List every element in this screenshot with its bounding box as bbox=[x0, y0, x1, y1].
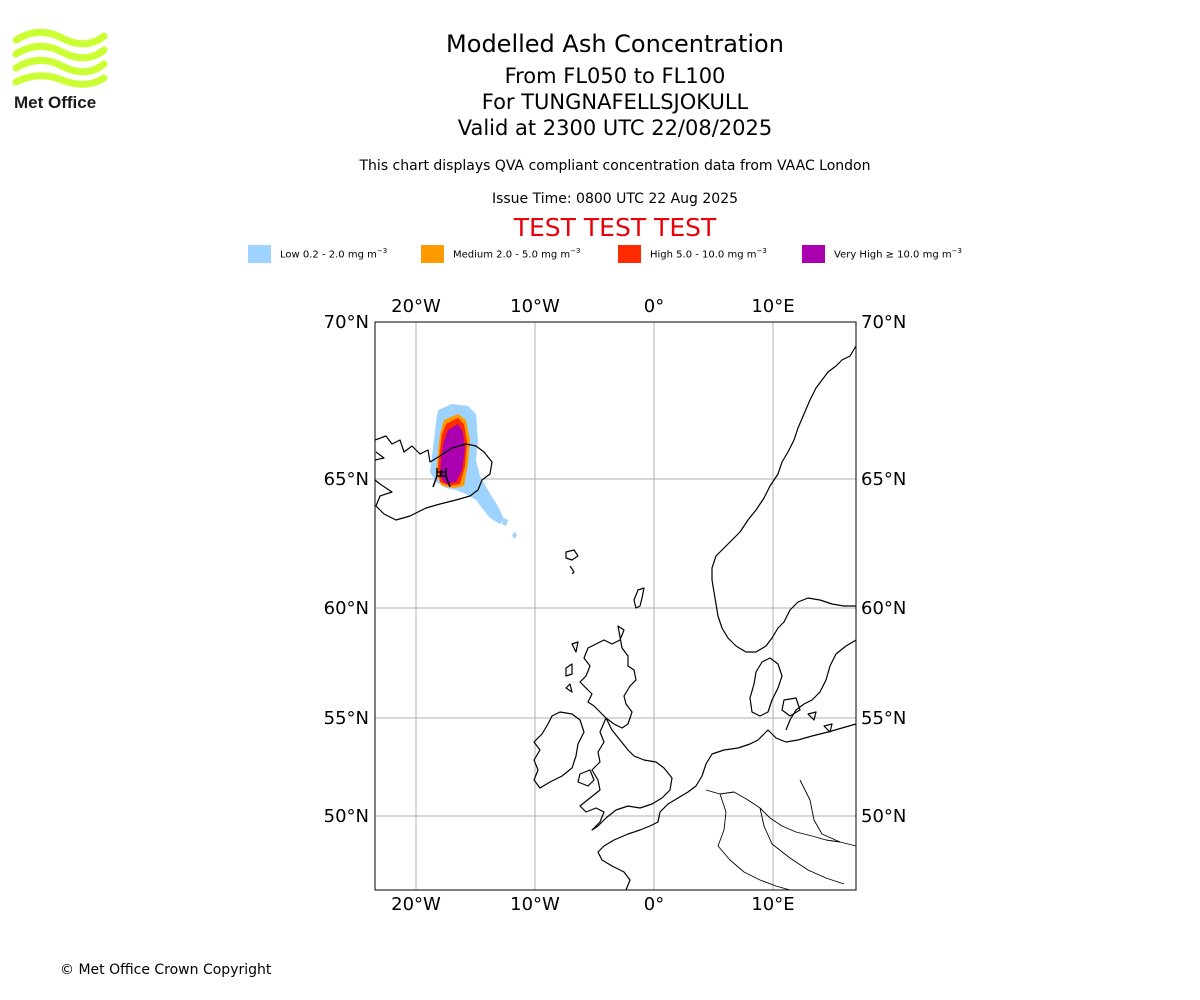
legend-item-medium: Medium 2.0 - 5.0 mg m−3 bbox=[421, 244, 580, 264]
legend-swatch-medium bbox=[421, 245, 444, 263]
lat-label: 70°N bbox=[324, 312, 369, 333]
gridlines bbox=[375, 322, 856, 890]
flight-level-subtitle: From FL050 to FL100 bbox=[504, 64, 726, 88]
coast-ireland bbox=[533, 711, 585, 789]
lat-label: 60°N bbox=[861, 598, 906, 619]
lat-label: 65°N bbox=[861, 469, 906, 490]
lat-labels-right: 70°N 65°N 60°N 55°N 50°N bbox=[861, 312, 906, 827]
lat-label: 70°N bbox=[861, 312, 906, 333]
lat-label: 60°N bbox=[324, 598, 369, 619]
coast-shetland bbox=[633, 587, 645, 609]
coast-scotland bbox=[579, 625, 637, 729]
met-office-logo: Met Office bbox=[12, 28, 108, 112]
legend-label-high: High 5.0 - 10.0 mg m−3 bbox=[650, 247, 767, 261]
coast-continent bbox=[597, 723, 857, 891]
volcano-subtitle: For TUNGNAFELLSJOKULL bbox=[481, 90, 749, 114]
issue-time: Issue Time: 0800 UTC 22 Aug 2025 bbox=[491, 191, 739, 207]
valid-time-subtitle: Valid at 2300 UTC 22/08/2025 bbox=[457, 116, 773, 140]
lon-label: 10°W bbox=[510, 296, 560, 317]
copyright: © Met Office Crown Copyright bbox=[60, 962, 272, 978]
legend-swatch-low bbox=[248, 245, 271, 263]
coast-sweden bbox=[785, 639, 857, 731]
test-banner: TEST TEST TEST bbox=[513, 213, 717, 242]
volcano-icon bbox=[432, 468, 451, 488]
ash-low-island-1 bbox=[502, 518, 508, 526]
legend-label-very-high: Very High ≥ 10.0 mg m−3 bbox=[834, 247, 962, 261]
lon-label: 10°E bbox=[751, 894, 794, 915]
coast-faroe bbox=[565, 549, 579, 575]
coastlines bbox=[374, 345, 857, 891]
lat-label: 65°N bbox=[324, 469, 369, 490]
coast-iceland bbox=[374, 435, 493, 521]
legend-label-medium: Medium 2.0 - 5.0 mg m−3 bbox=[453, 247, 581, 261]
coast-wales bbox=[577, 769, 595, 787]
lat-label: 55°N bbox=[861, 708, 906, 729]
legend-item-low: Low 0.2 - 2.0 mg m−3 bbox=[248, 244, 387, 264]
lon-label: 10°E bbox=[751, 296, 794, 317]
logo-text: Met Office bbox=[14, 93, 96, 112]
ash-plume bbox=[430, 404, 517, 539]
lon-label: 0° bbox=[644, 296, 664, 317]
lon-label: 0° bbox=[644, 894, 664, 915]
chart-description: This chart displays QVA compliant concen… bbox=[359, 158, 871, 174]
border-lines bbox=[705, 779, 857, 891]
lon-label: 20°W bbox=[391, 894, 441, 915]
legend-label-low: Low 0.2 - 2.0 mg m−3 bbox=[280, 247, 388, 261]
map-frame bbox=[374, 321, 857, 891]
legend-swatch-very-high bbox=[802, 245, 825, 263]
lon-labels-top: 20°W 10°W 0° 10°E bbox=[391, 296, 794, 317]
coast-denmark bbox=[749, 657, 801, 717]
legend-item-high: High 5.0 - 10.0 mg m−3 bbox=[618, 244, 767, 264]
legend-swatch-high bbox=[618, 245, 641, 263]
lat-labels-left: 70°N 65°N 60°N 55°N 50°N bbox=[324, 312, 369, 827]
legend-item-very-high: Very High ≥ 10.0 mg m−3 bbox=[802, 244, 962, 264]
lat-label: 55°N bbox=[324, 708, 369, 729]
lon-label: 20°W bbox=[391, 296, 441, 317]
ash-low-island-2 bbox=[512, 532, 517, 539]
lat-label: 50°N bbox=[861, 806, 906, 827]
coast-norway bbox=[711, 345, 857, 653]
coast-england bbox=[579, 717, 673, 831]
coast-hebrides bbox=[565, 641, 579, 693]
lat-label: 50°N bbox=[324, 806, 369, 827]
chart-title: Modelled Ash Concentration bbox=[446, 30, 784, 58]
lon-label: 10°W bbox=[510, 894, 560, 915]
coast-baltic-islands bbox=[807, 711, 833, 733]
lon-labels-bottom: 20°W 10°W 0° 10°E bbox=[391, 894, 794, 915]
